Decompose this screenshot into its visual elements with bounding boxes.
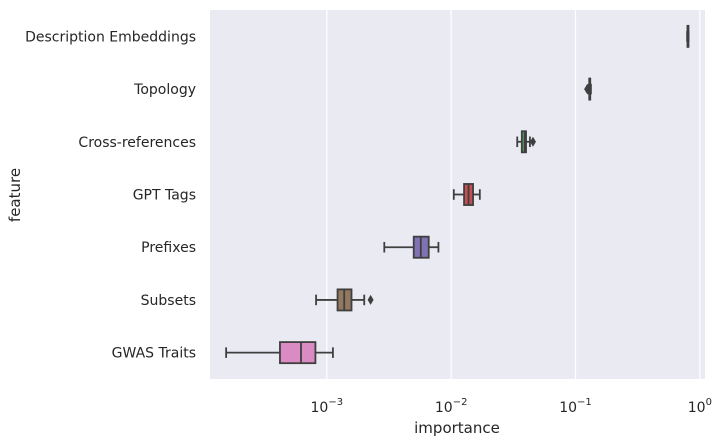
box-group	[383, 235, 440, 259]
box-group	[584, 77, 592, 101]
x-tick-label: 10−1	[559, 397, 592, 416]
y-axis-label: feature	[6, 168, 24, 222]
category-label: Subsets	[141, 293, 196, 309]
x-tick-label: 10−2	[435, 397, 468, 416]
category-label: GPT Tags	[133, 188, 196, 204]
category-label: Topology	[133, 82, 196, 98]
y-tick-labels: Description Embeddings Topology Cross-refe…	[25, 29, 196, 361]
category-label: GWAS Traits	[112, 346, 196, 362]
grid-lines	[326, 10, 701, 379]
box-group	[315, 288, 374, 312]
outlier-point	[584, 84, 591, 95]
box-group	[452, 183, 481, 206]
x-tick-base: 10	[688, 400, 706, 416]
box-group	[686, 24, 690, 48]
x-tick-base: 10	[311, 400, 329, 416]
box-series	[225, 24, 690, 365]
category-label: Prefixes	[141, 240, 196, 256]
x-axis-label: importance	[414, 419, 500, 437]
x-tick-exponent: −3	[328, 397, 343, 408]
x-tick-exponent: −1	[577, 397, 592, 408]
x-tick-label: 10−3	[311, 397, 344, 416]
x-tick-base: 10	[559, 400, 577, 416]
box-group	[225, 341, 334, 365]
outlier-point	[367, 294, 374, 305]
box-iqr	[279, 341, 317, 365]
outlier-point	[529, 136, 536, 147]
x-tick-base: 10	[435, 400, 453, 416]
x-tick-exponent: 0	[706, 397, 712, 408]
box-group	[516, 130, 536, 154]
category-label: Cross-references	[78, 135, 196, 151]
x-tick-labels: 10−3 10−2 10−1 100	[311, 397, 712, 416]
category-label: Description Embeddings	[25, 29, 196, 45]
x-tick-label: 100	[688, 397, 712, 416]
x-tick-exponent: −2	[453, 397, 468, 408]
